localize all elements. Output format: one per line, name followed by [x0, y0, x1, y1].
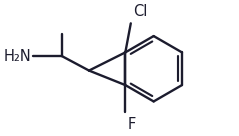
Text: Cl: Cl [134, 4, 148, 19]
Text: F: F [128, 117, 136, 132]
Text: H₂N: H₂N [3, 49, 31, 64]
